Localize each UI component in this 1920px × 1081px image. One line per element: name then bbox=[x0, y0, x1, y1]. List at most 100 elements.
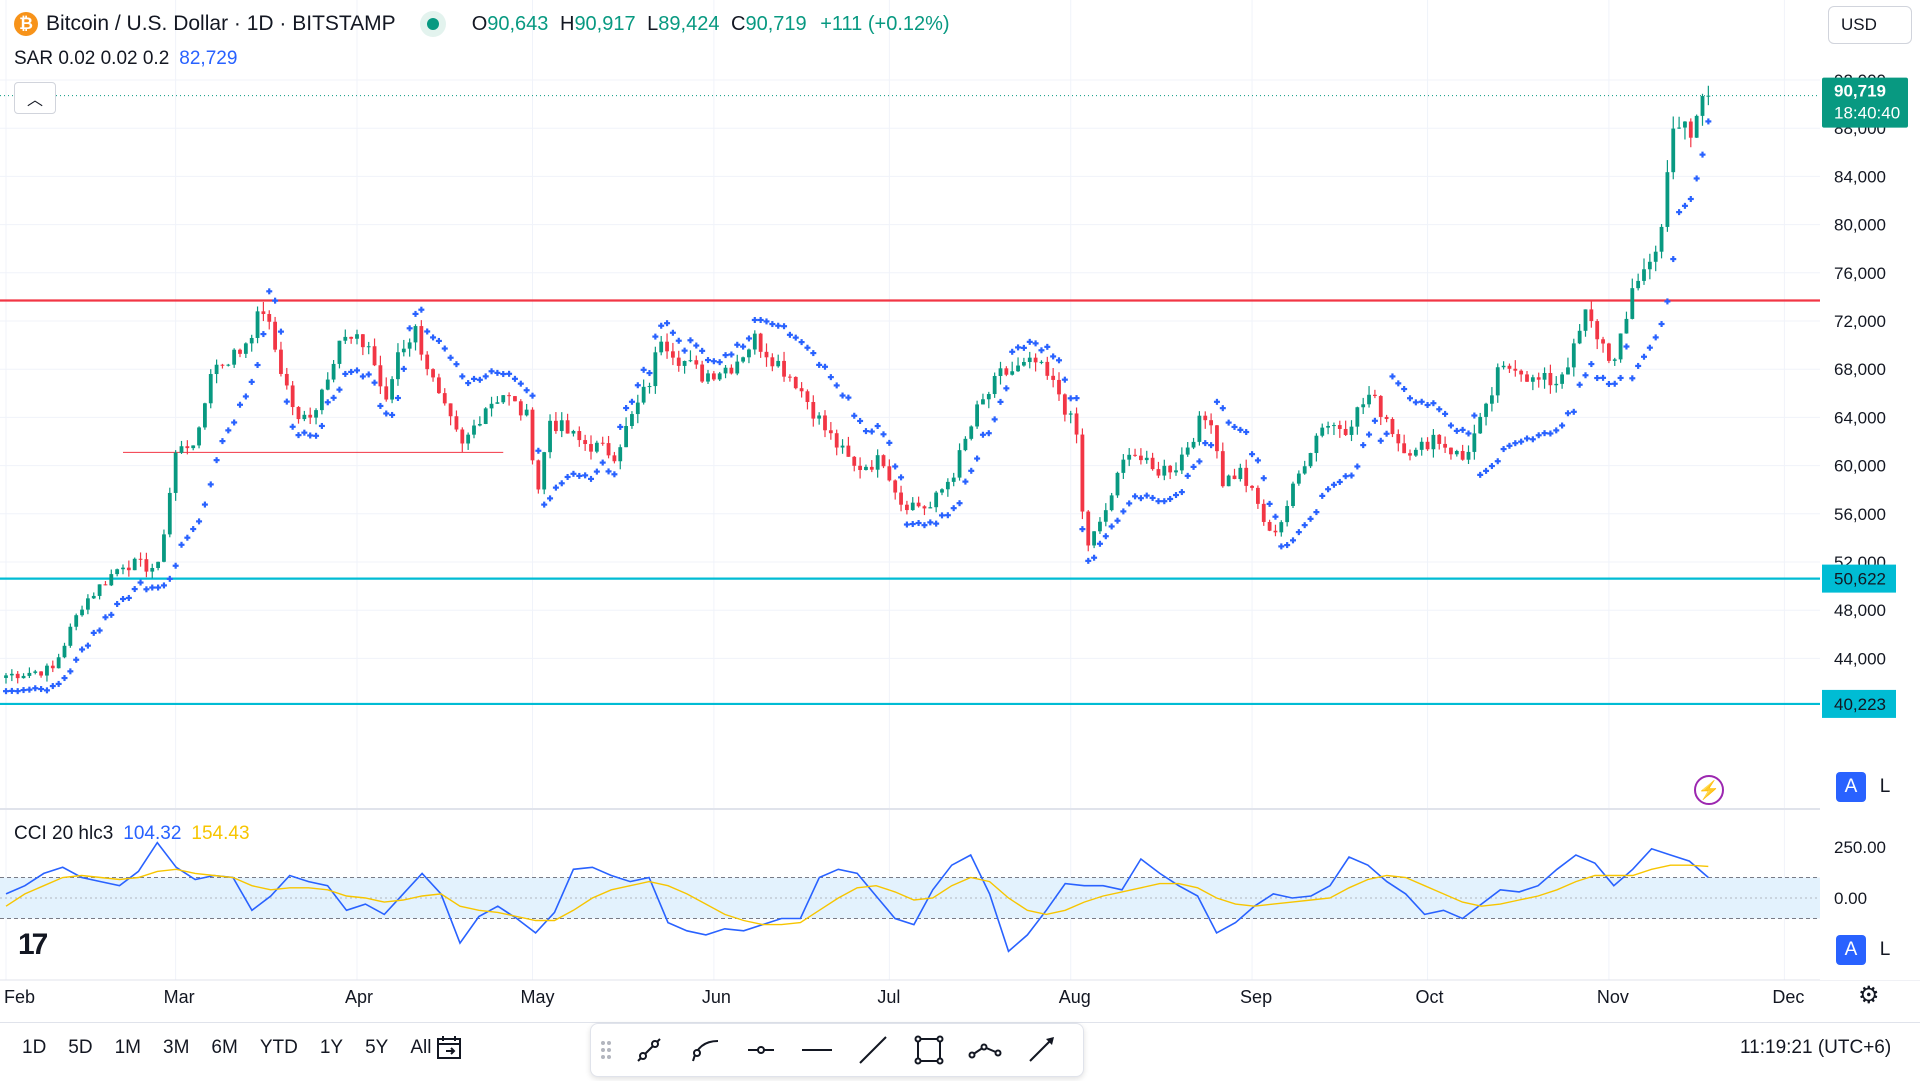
candle-body bbox=[284, 373, 289, 386]
sar-dot bbox=[471, 375, 477, 382]
candle-body bbox=[1396, 434, 1401, 444]
candle-body bbox=[992, 375, 997, 395]
lightning-icon[interactable]: ⚡ bbox=[1694, 775, 1724, 805]
sar-dot bbox=[1167, 495, 1174, 502]
candle-body bbox=[366, 346, 371, 348]
candle-body bbox=[1671, 128, 1676, 173]
candle-body bbox=[460, 429, 465, 444]
chevron-up-icon: ︿ bbox=[26, 92, 43, 109]
collapse-legend-button[interactable]: ︿ bbox=[14, 82, 56, 114]
trend-line-icon[interactable] bbox=[621, 1030, 677, 1070]
range-5y[interactable]: 5Y bbox=[365, 1037, 389, 1058]
brush-icon[interactable] bbox=[1013, 1030, 1069, 1070]
candle-body bbox=[290, 385, 295, 408]
candle-body bbox=[1156, 469, 1161, 476]
ray-icon[interactable] bbox=[845, 1030, 901, 1070]
sar-dot bbox=[430, 334, 437, 341]
candle-body bbox=[793, 376, 798, 389]
range-5d[interactable]: 5D bbox=[68, 1037, 93, 1058]
candle-body bbox=[1098, 521, 1102, 532]
sar-dot bbox=[535, 447, 542, 454]
candle-body bbox=[694, 360, 699, 365]
settings-gear-icon[interactable]: ⚙ bbox=[1858, 982, 1880, 1009]
range-all[interactable]: All bbox=[410, 1037, 432, 1058]
market-status-icon[interactable] bbox=[419, 11, 446, 37]
candle-body bbox=[1472, 433, 1477, 452]
calendar-range-icon[interactable] bbox=[434, 1033, 464, 1070]
candle-body bbox=[998, 368, 1003, 376]
drag-handle-icon[interactable] bbox=[591, 1030, 621, 1070]
candle-body bbox=[1577, 330, 1582, 344]
sar-dot bbox=[681, 347, 688, 354]
sar-dot bbox=[1073, 395, 1080, 402]
price-tick-label: 48,000 bbox=[1834, 601, 1886, 620]
candle-body bbox=[62, 645, 67, 658]
candle-body bbox=[653, 352, 658, 387]
candle-body bbox=[1279, 522, 1284, 533]
currency-selector[interactable]: USD bbox=[1828, 6, 1912, 44]
sar-dots bbox=[3, 118, 1712, 695]
symbol-title[interactable]: Bitcoin / U.S. Dollar · 1D · BITSTAMP bbox=[46, 12, 396, 35]
cci-auto-scale-button[interactable]: A bbox=[1836, 935, 1866, 965]
sar-dot bbox=[588, 475, 594, 482]
sar-dot bbox=[827, 374, 834, 381]
sar-dot bbox=[166, 575, 173, 582]
sar-dot bbox=[1465, 430, 1472, 437]
candle-body bbox=[577, 431, 582, 441]
range-1y[interactable]: 1Y bbox=[319, 1037, 344, 1058]
sar-dot bbox=[1155, 498, 1162, 505]
range-1m[interactable]: 1M bbox=[114, 1037, 141, 1058]
sar-dot bbox=[196, 518, 203, 525]
arc-icon[interactable] bbox=[677, 1030, 733, 1070]
month-label: Apr bbox=[345, 987, 373, 1007]
candle-body bbox=[407, 342, 412, 349]
high-value: 90,917 bbox=[574, 12, 636, 35]
horizontal-line-icon[interactable] bbox=[789, 1030, 845, 1070]
chart-canvas[interactable]: 92,00088,00084,00080,00076,00072,00068,0… bbox=[0, 0, 1920, 1022]
bitcoin-icon: ₿ bbox=[14, 12, 38, 36]
candle-body bbox=[132, 558, 137, 571]
rectangle-icon[interactable] bbox=[901, 1030, 957, 1070]
candle-body bbox=[764, 351, 769, 358]
candle-body bbox=[1408, 453, 1412, 456]
range-3m[interactable]: 3M bbox=[163, 1037, 190, 1058]
range-ytd[interactable]: YTD bbox=[259, 1037, 298, 1058]
sar-dot bbox=[348, 368, 355, 375]
sar-dot bbox=[1225, 419, 1232, 426]
candle-body bbox=[1121, 459, 1126, 473]
candle-body bbox=[600, 442, 605, 444]
candle-body bbox=[167, 492, 172, 535]
log-scale-button[interactable]: L bbox=[1870, 772, 1900, 802]
month-label: Jul bbox=[877, 987, 900, 1007]
cci-log-scale-button[interactable]: L bbox=[1870, 935, 1900, 965]
cci-legend[interactable]: CCI 20 hlc3 104.32 154.43 bbox=[14, 823, 250, 845]
candle-body bbox=[267, 314, 272, 322]
sar-dot bbox=[336, 386, 343, 393]
sar-dot bbox=[1231, 423, 1238, 430]
candle-body bbox=[302, 414, 307, 420]
candle-body bbox=[594, 442, 599, 452]
candle-body bbox=[91, 595, 96, 599]
candle-body bbox=[542, 452, 547, 490]
candle-body bbox=[606, 443, 611, 456]
candle-body bbox=[1209, 420, 1213, 426]
horizontal-ray-icon[interactable] bbox=[733, 1030, 789, 1070]
path-icon[interactable] bbox=[957, 1030, 1013, 1070]
cci-line bbox=[5, 841, 1709, 953]
sar-legend[interactable]: SAR 0.02 0.02 0.2 82,729 bbox=[14, 48, 237, 70]
candle-body bbox=[676, 357, 681, 366]
sar-dot bbox=[804, 344, 811, 351]
candle-body bbox=[437, 377, 441, 394]
candle-body bbox=[1068, 413, 1073, 415]
candle-body bbox=[852, 456, 857, 466]
auto-scale-button[interactable]: A bbox=[1836, 772, 1866, 802]
candle-body bbox=[706, 373, 710, 382]
candle-body bbox=[1630, 288, 1635, 319]
range-1d[interactable]: 1D bbox=[22, 1037, 47, 1058]
sar-dot bbox=[254, 362, 261, 369]
candle-body bbox=[1355, 407, 1360, 427]
range-6m[interactable]: 6M bbox=[211, 1037, 238, 1058]
candle-body bbox=[477, 423, 482, 426]
clock[interactable]: 11:19:21 (UTC+6) bbox=[1740, 1037, 1892, 1058]
candle-body bbox=[1642, 269, 1646, 281]
